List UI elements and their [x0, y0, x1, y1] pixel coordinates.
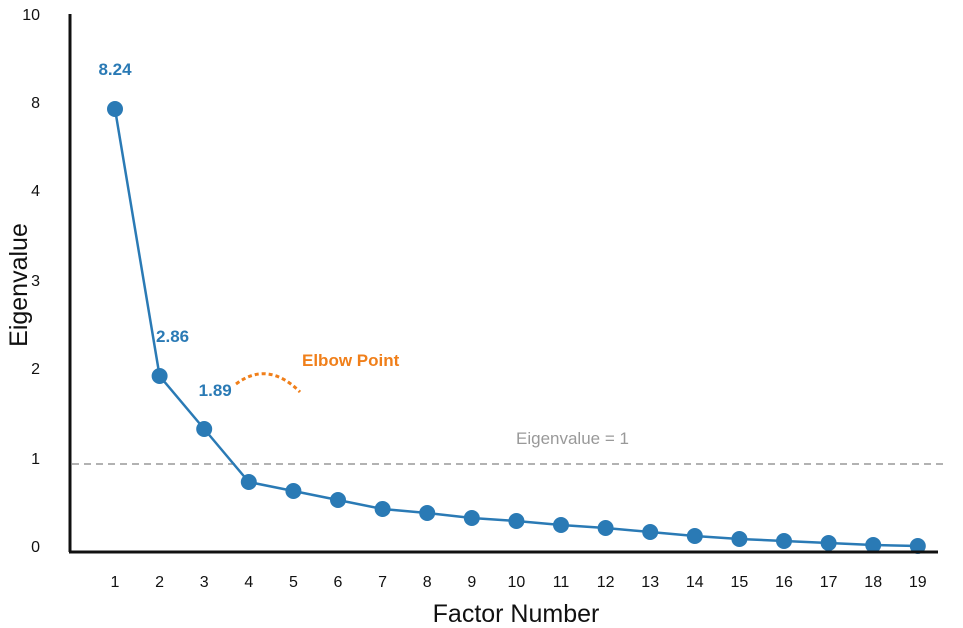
x-tick-label: 4	[244, 574, 253, 591]
x-tick-label: 9	[467, 574, 476, 591]
x-tick-label: 11	[553, 574, 570, 591]
data-point	[419, 505, 436, 521]
x-axis-title: Factor Number	[433, 600, 600, 628]
elbow-annotation-label: Elbow Point	[302, 351, 400, 370]
data-label: 8.24	[98, 60, 132, 79]
x-tick-label: 7	[378, 574, 387, 591]
x-tick-label: 5	[289, 574, 298, 591]
data-point	[285, 483, 302, 499]
data-point	[553, 517, 569, 533]
data-point	[820, 535, 837, 551]
x-tick-label: 16	[775, 574, 793, 591]
data-point	[240, 474, 257, 490]
y-tick-label: 1	[31, 451, 40, 468]
x-tick-label: 12	[597, 574, 615, 591]
data-point	[597, 520, 614, 536]
data-point	[865, 537, 882, 553]
data-point	[330, 492, 346, 508]
data-label: 2.86	[156, 327, 189, 346]
data-point	[508, 513, 525, 529]
x-tick-label: 19	[909, 574, 927, 591]
data-labels: 8.24 2.86 1.89	[98, 60, 231, 400]
x-tick-label: 13	[641, 574, 659, 591]
y-tick-label: 0	[31, 539, 40, 556]
data-point	[776, 533, 792, 549]
data-point	[107, 101, 123, 117]
y-tick-label: 3	[31, 273, 40, 290]
data-point	[151, 368, 168, 384]
x-tick-label: 10	[508, 574, 526, 591]
y-axis-ticks: 0 1 2 3 4 8 10	[22, 7, 40, 556]
y-tick-label: 8	[31, 95, 40, 112]
x-axis-ticks: 1 2 3 4 5 6 7 8 9 10 11 12 13 14 15 16 17 18 19	[111, 574, 927, 591]
y-tick-label: 4	[31, 183, 40, 200]
x-tick-label: 3	[200, 574, 209, 591]
x-tick-label: 8	[423, 574, 432, 591]
data-label: 1.89	[199, 381, 232, 400]
data-point	[686, 528, 703, 544]
x-tick-label: 2	[155, 574, 164, 591]
data-point	[909, 538, 926, 554]
data-point	[463, 510, 480, 526]
y-tick-label: 2	[31, 361, 40, 378]
y-tick-label: 10	[22, 7, 40, 24]
x-tick-label: 17	[820, 574, 838, 591]
data-point	[731, 531, 748, 547]
x-tick-label: 15	[731, 574, 749, 591]
x-tick-label: 18	[864, 574, 882, 591]
data-point	[196, 421, 213, 437]
data-point	[642, 524, 659, 540]
elbow-annotation-arc	[235, 372, 302, 394]
x-tick-label: 6	[334, 574, 343, 591]
x-tick-label: 1	[111, 574, 120, 591]
data-point	[374, 501, 391, 517]
series-line	[113, 108, 918, 548]
series-points	[107, 101, 926, 554]
x-tick-label: 14	[686, 574, 704, 591]
reference-line-label: Eigenvalue = 1	[516, 429, 629, 448]
y-axis-title: Eigenvalue	[5, 223, 33, 347]
